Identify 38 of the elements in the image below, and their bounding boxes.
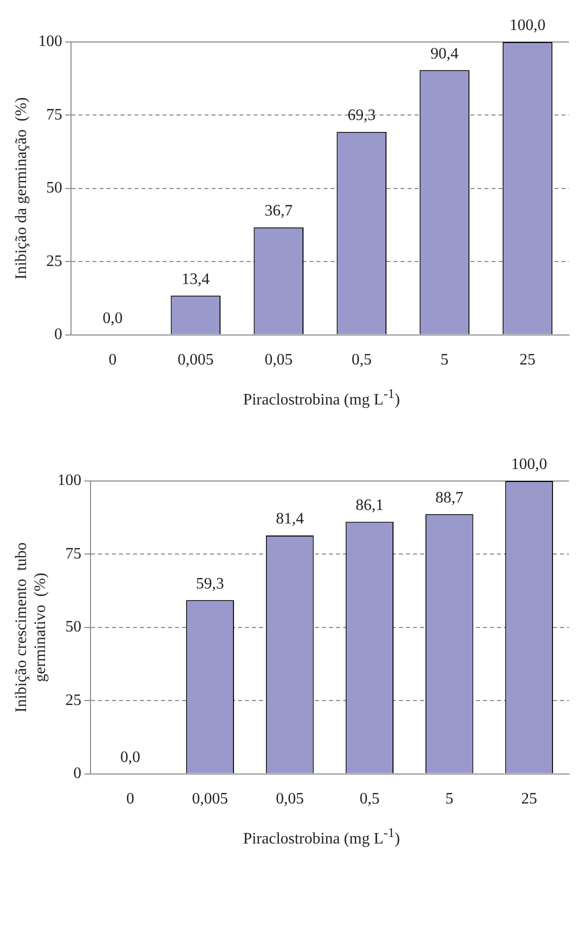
- y-tick-label: 75: [46, 106, 62, 124]
- data-label: 0,0: [102, 310, 123, 328]
- y-tick-label: 25: [46, 252, 62, 270]
- x-tick-label: 0,05: [276, 790, 304, 808]
- y-tick-label: 25: [65, 692, 82, 710]
- x-tick-label: 0: [126, 790, 134, 808]
- y-tick-label: 75: [65, 546, 82, 563]
- data-label: 36,7: [264, 202, 293, 220]
- x-axis-title: Piraclostrobina (mg L$^{-1}$): [242, 825, 401, 849]
- x-tick-label: 25: [520, 352, 536, 369]
- x-tick-label: 0,005: [192, 790, 228, 808]
- y-axis-title: Inibição da germinação (%): [12, 97, 30, 280]
- data-label: 81,4: [276, 510, 304, 528]
- data-label: 13,4: [182, 270, 210, 288]
- data-label: 59,3: [196, 576, 224, 593]
- data-label: 86,1: [356, 497, 384, 514]
- y-axis-title: Inibição crescimento tubo germinativo (%): [12, 542, 50, 713]
- y-tick-label: 50: [46, 180, 62, 197]
- x-tick-label: 0,005: [178, 352, 214, 369]
- y-tick-label: 0: [73, 765, 82, 782]
- x-tick-label: 0: [108, 352, 117, 369]
- data-label: 0,0: [120, 749, 140, 766]
- x-tick-label: 0,5: [352, 352, 372, 369]
- data-label: 88,7: [435, 490, 464, 507]
- x-tick-label: 0,05: [264, 352, 293, 369]
- data-label: 69,3: [348, 107, 376, 124]
- x-axis-title: Piraclostrobina (mg L$^{-1}$): [242, 386, 401, 410]
- x-tick-label: 0,5: [360, 790, 380, 808]
- x-tick-label: 25: [521, 790, 538, 808]
- y-tick-label: 100: [38, 33, 62, 50]
- x-tick-label: 5: [440, 352, 449, 369]
- data-label: 100,0: [510, 17, 546, 34]
- y-tick-label: 50: [65, 618, 82, 636]
- x-tick-label: 5: [445, 790, 454, 808]
- data-label: 100,0: [511, 456, 548, 474]
- y-tick-label: 100: [57, 472, 82, 490]
- y-tick-label: 0: [54, 326, 62, 344]
- data-label: 90,4: [430, 45, 459, 62]
